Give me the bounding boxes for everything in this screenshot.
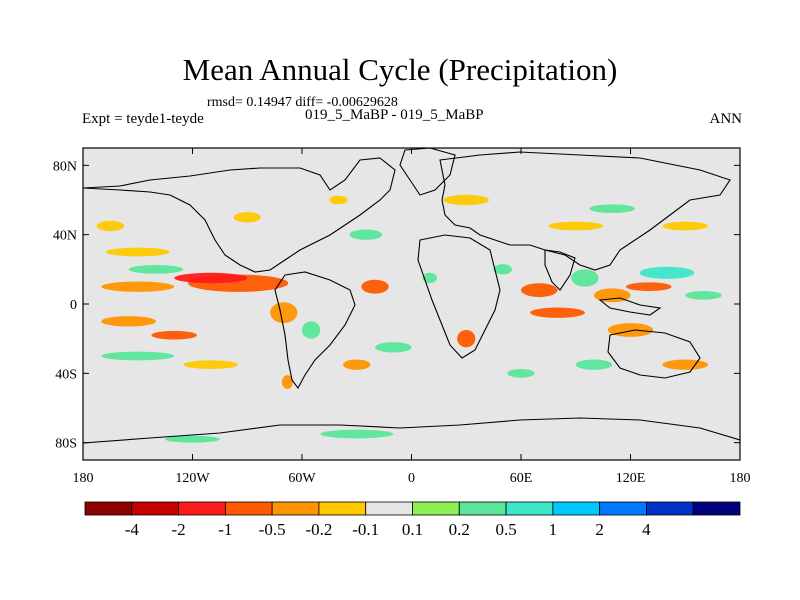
season-label: ANN bbox=[709, 111, 743, 127]
x-tick-label: 0 bbox=[408, 471, 415, 486]
anomaly-patch bbox=[233, 212, 261, 223]
anomaly-patch bbox=[349, 229, 383, 240]
anomaly-patch bbox=[507, 369, 535, 378]
anomaly-patch bbox=[183, 360, 239, 369]
anomaly-patch bbox=[281, 375, 293, 389]
y-tick-label: 0 bbox=[70, 298, 77, 313]
anomaly-patch bbox=[96, 220, 125, 232]
anomaly-patch bbox=[443, 194, 490, 206]
anomaly-patch bbox=[165, 435, 220, 443]
case-label: 019_5_MaBP - 019_5_MaBP bbox=[305, 107, 484, 123]
plot-background bbox=[83, 148, 740, 460]
anomaly-patch bbox=[105, 247, 170, 257]
y-tick-label: 40N bbox=[53, 229, 77, 244]
anomaly-patch bbox=[521, 283, 558, 298]
anomaly-patch bbox=[361, 279, 389, 294]
anomaly-patch bbox=[128, 265, 184, 274]
coast-africa bbox=[417, 234, 501, 359]
y-tick-label: 80N bbox=[53, 159, 77, 174]
anomaly-patch bbox=[101, 351, 175, 361]
experiment-label: Expt = teyde1-teyde bbox=[82, 111, 204, 127]
coastlines bbox=[83, 148, 740, 444]
anomaly-patch bbox=[174, 272, 248, 284]
anomaly-patch bbox=[302, 321, 321, 339]
x-tick-label: 120W bbox=[175, 471, 210, 486]
anomaly-patch bbox=[493, 264, 512, 275]
anomaly-patch bbox=[375, 342, 412, 353]
anomaly-patch bbox=[530, 307, 585, 318]
anomaly-patch bbox=[101, 316, 156, 327]
anomaly-patch bbox=[343, 359, 371, 370]
anomaly-patch bbox=[571, 269, 599, 287]
anomaly-patch bbox=[101, 281, 175, 292]
y-tick-label: 40S bbox=[55, 367, 77, 382]
coast-greenland bbox=[399, 148, 456, 196]
x-axis: 180 120W 60W 0 60E 120E 180 bbox=[73, 148, 751, 486]
stats-text: rmsd= 0.14947 diff= -0.00629628 bbox=[207, 95, 398, 110]
anomaly-patch bbox=[639, 266, 695, 279]
anomaly-patch bbox=[151, 330, 198, 340]
anomaly-patch bbox=[422, 272, 438, 284]
x-tick-label: 60E bbox=[510, 471, 533, 486]
x-tick-label: 60W bbox=[288, 471, 316, 486]
y-axis: 80N 40N 0 40S 80S bbox=[53, 159, 740, 452]
anomaly-patch bbox=[457, 330, 476, 348]
anomaly-patch bbox=[589, 204, 636, 214]
coast-south-america bbox=[274, 271, 356, 390]
anomaly-patch bbox=[575, 359, 613, 370]
anomaly-patch bbox=[685, 291, 722, 300]
y-tick-label: 80S bbox=[55, 437, 77, 452]
anomaly-patch bbox=[662, 359, 709, 370]
coast-eurasia bbox=[439, 151, 731, 271]
anomaly-patch bbox=[320, 429, 394, 439]
anomaly-layer bbox=[96, 194, 722, 443]
chart-title: Mean Annual Cycle (Precipitation) bbox=[182, 52, 618, 87]
anomaly-patch bbox=[625, 282, 672, 291]
coast-australia bbox=[607, 329, 701, 379]
anomaly-patch bbox=[662, 221, 709, 231]
x-tick-label: 120E bbox=[616, 471, 646, 486]
coast-india bbox=[544, 249, 576, 291]
coast-north-america bbox=[83, 157, 396, 273]
anomaly-patch bbox=[607, 323, 654, 337]
anomaly-patch bbox=[548, 221, 604, 231]
coast-antarctica bbox=[83, 417, 740, 444]
coast-maritime-continent bbox=[598, 297, 662, 316]
anomaly-patch bbox=[270, 302, 298, 324]
x-tick-label: 180 bbox=[730, 471, 751, 486]
x-tick-label: 180 bbox=[73, 471, 94, 486]
anomaly-patch bbox=[329, 195, 348, 205]
